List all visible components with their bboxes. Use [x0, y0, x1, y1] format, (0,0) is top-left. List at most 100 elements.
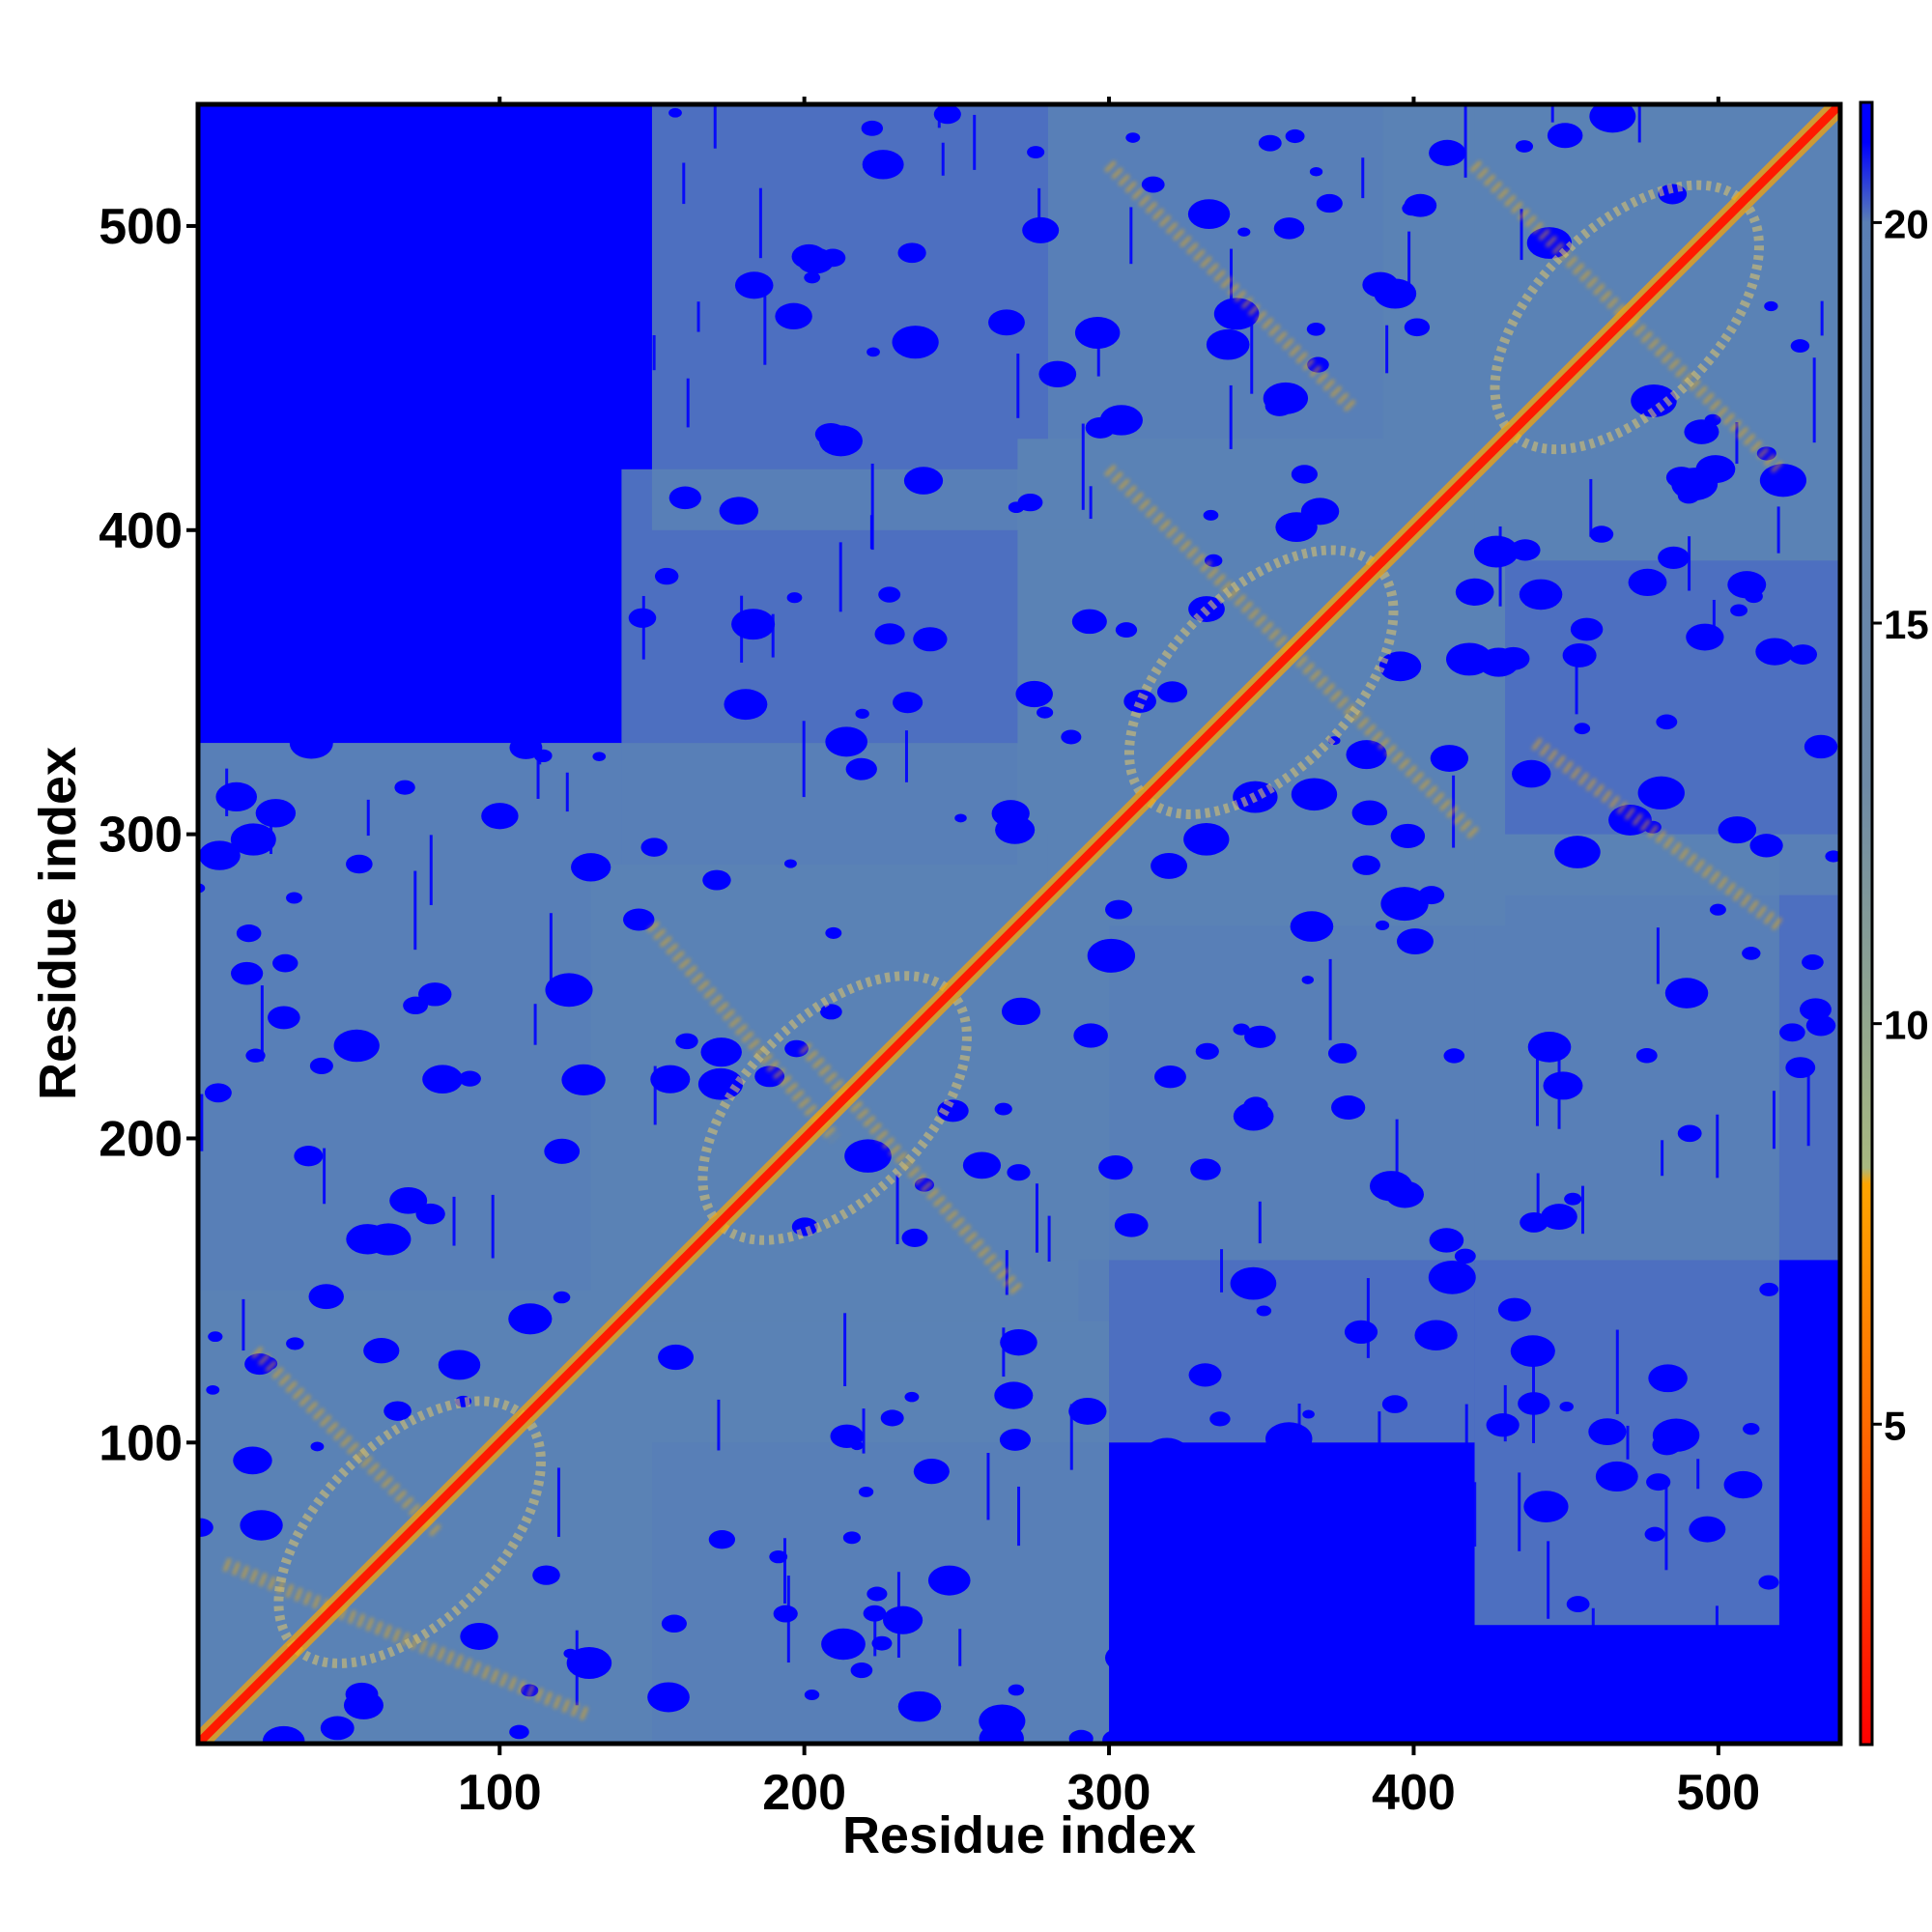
contact-gap [1629, 1639, 1651, 1656]
contact-gap [198, 226, 210, 242]
contact-gap [1547, 123, 1583, 149]
contact-streak [958, 1629, 962, 1666]
contact-streak [1366, 1278, 1370, 1358]
contact-streak [1035, 1183, 1038, 1253]
contact-streak [1637, 104, 1641, 143]
contact-gap [623, 908, 655, 931]
contact-gap [1759, 1282, 1779, 1296]
colorbar-tick-label: 5 [1884, 1403, 1906, 1448]
contact-gap [1061, 729, 1082, 745]
contact-gap [878, 586, 901, 603]
contact-gap [1523, 1491, 1569, 1523]
contact-streak [1089, 486, 1093, 520]
contact-gap [1419, 1692, 1443, 1710]
contact-streak [565, 772, 569, 812]
contact-gap [1190, 1158, 1221, 1180]
contact-streak [269, 808, 272, 855]
contact-gap [1648, 1364, 1688, 1393]
contact-streak [1806, 1063, 1810, 1147]
contact-gap [1642, 1667, 1687, 1699]
contact-gap [1291, 778, 1338, 811]
contact-gap [1302, 1409, 1315, 1419]
contact-gap [1764, 300, 1778, 312]
contact-gap [233, 1446, 272, 1475]
contact-streak [843, 1313, 847, 1387]
contact-gap [1263, 382, 1309, 414]
contact-streak [1615, 1329, 1619, 1414]
contact-gap [1027, 146, 1045, 158]
contact-gap [708, 1530, 736, 1549]
contact-gap [198, 840, 241, 870]
contact-streak [1378, 1411, 1381, 1453]
contact-gap [697, 1067, 744, 1100]
contact-gap [668, 107, 682, 118]
contact-streak [1830, 1356, 1833, 1420]
contact-gap [1510, 539, 1541, 561]
contact-streak [1129, 207, 1133, 265]
contact-gap [850, 1440, 864, 1451]
contact-gap [229, 527, 260, 551]
contact-streak [862, 1408, 866, 1454]
contact-gap [1001, 997, 1041, 1026]
contact-streak [492, 332, 496, 372]
contact-gap [509, 735, 543, 759]
contact-gap [1268, 1600, 1301, 1623]
contact-gap [1232, 1516, 1248, 1528]
contact-gap [1074, 316, 1121, 349]
contact-gap [1686, 623, 1724, 651]
contact-gap [874, 623, 905, 645]
contact-gap [242, 196, 258, 208]
contact-gap [1646, 1473, 1671, 1492]
contact-gap [1543, 1071, 1583, 1100]
x-tick-label: 100 [458, 1765, 542, 1821]
contact-streak [225, 768, 229, 816]
contact-gap [415, 1203, 445, 1225]
contact-gap [373, 395, 388, 407]
contact-streak [1069, 1404, 1073, 1470]
contact-gap [1352, 855, 1380, 875]
contact-gap [1588, 1418, 1627, 1446]
contact-gap [1105, 899, 1133, 920]
contact-gap [913, 1458, 950, 1485]
contact-gap [545, 973, 593, 1008]
contact-streak [1328, 958, 1332, 1040]
contact-streak [895, 1174, 899, 1244]
contact-gap [863, 1605, 887, 1622]
contact-gap [384, 1401, 412, 1421]
contact-gap [333, 1029, 380, 1063]
contact-streak [1580, 1185, 1584, 1235]
contact-streak [1361, 157, 1365, 199]
contact-gap [1316, 193, 1343, 213]
contact-gap [893, 692, 923, 714]
contact-streak [686, 378, 690, 428]
contact-streak [1498, 526, 1502, 607]
contact-gap [1685, 1638, 1724, 1667]
contact-streak [440, 104, 443, 154]
contact-gap [1730, 604, 1748, 617]
contact-gap [1486, 1413, 1520, 1437]
contact-streak [1047, 1215, 1051, 1263]
contact-gap [556, 255, 599, 285]
contact-gap [858, 1486, 874, 1497]
contact-gap [1273, 1570, 1293, 1583]
contact-gap [700, 1037, 742, 1067]
contact-gap [1644, 1526, 1665, 1542]
contact-gap [488, 361, 513, 379]
contact-gap [1022, 216, 1060, 243]
contact-gap [1187, 199, 1231, 230]
contact-gap [1564, 1192, 1582, 1206]
y-tick-label: 300 [99, 808, 183, 864]
contact-gap [252, 389, 280, 410]
contact-gap [460, 1622, 498, 1650]
x-tick-label: 500 [1676, 1765, 1760, 1821]
contact-streak [1473, 1482, 1477, 1547]
x-axis-title: Residue index [842, 1806, 1196, 1864]
colorbar-tick-label: 20 [1884, 201, 1929, 246]
contact-gap [821, 1628, 866, 1661]
x-tick-label: 300 [1067, 1765, 1151, 1821]
contact-band [222, 1557, 594, 1723]
contact-gap [1559, 1402, 1574, 1412]
contact-streak [487, 644, 491, 686]
contact-gap [1154, 1065, 1186, 1089]
